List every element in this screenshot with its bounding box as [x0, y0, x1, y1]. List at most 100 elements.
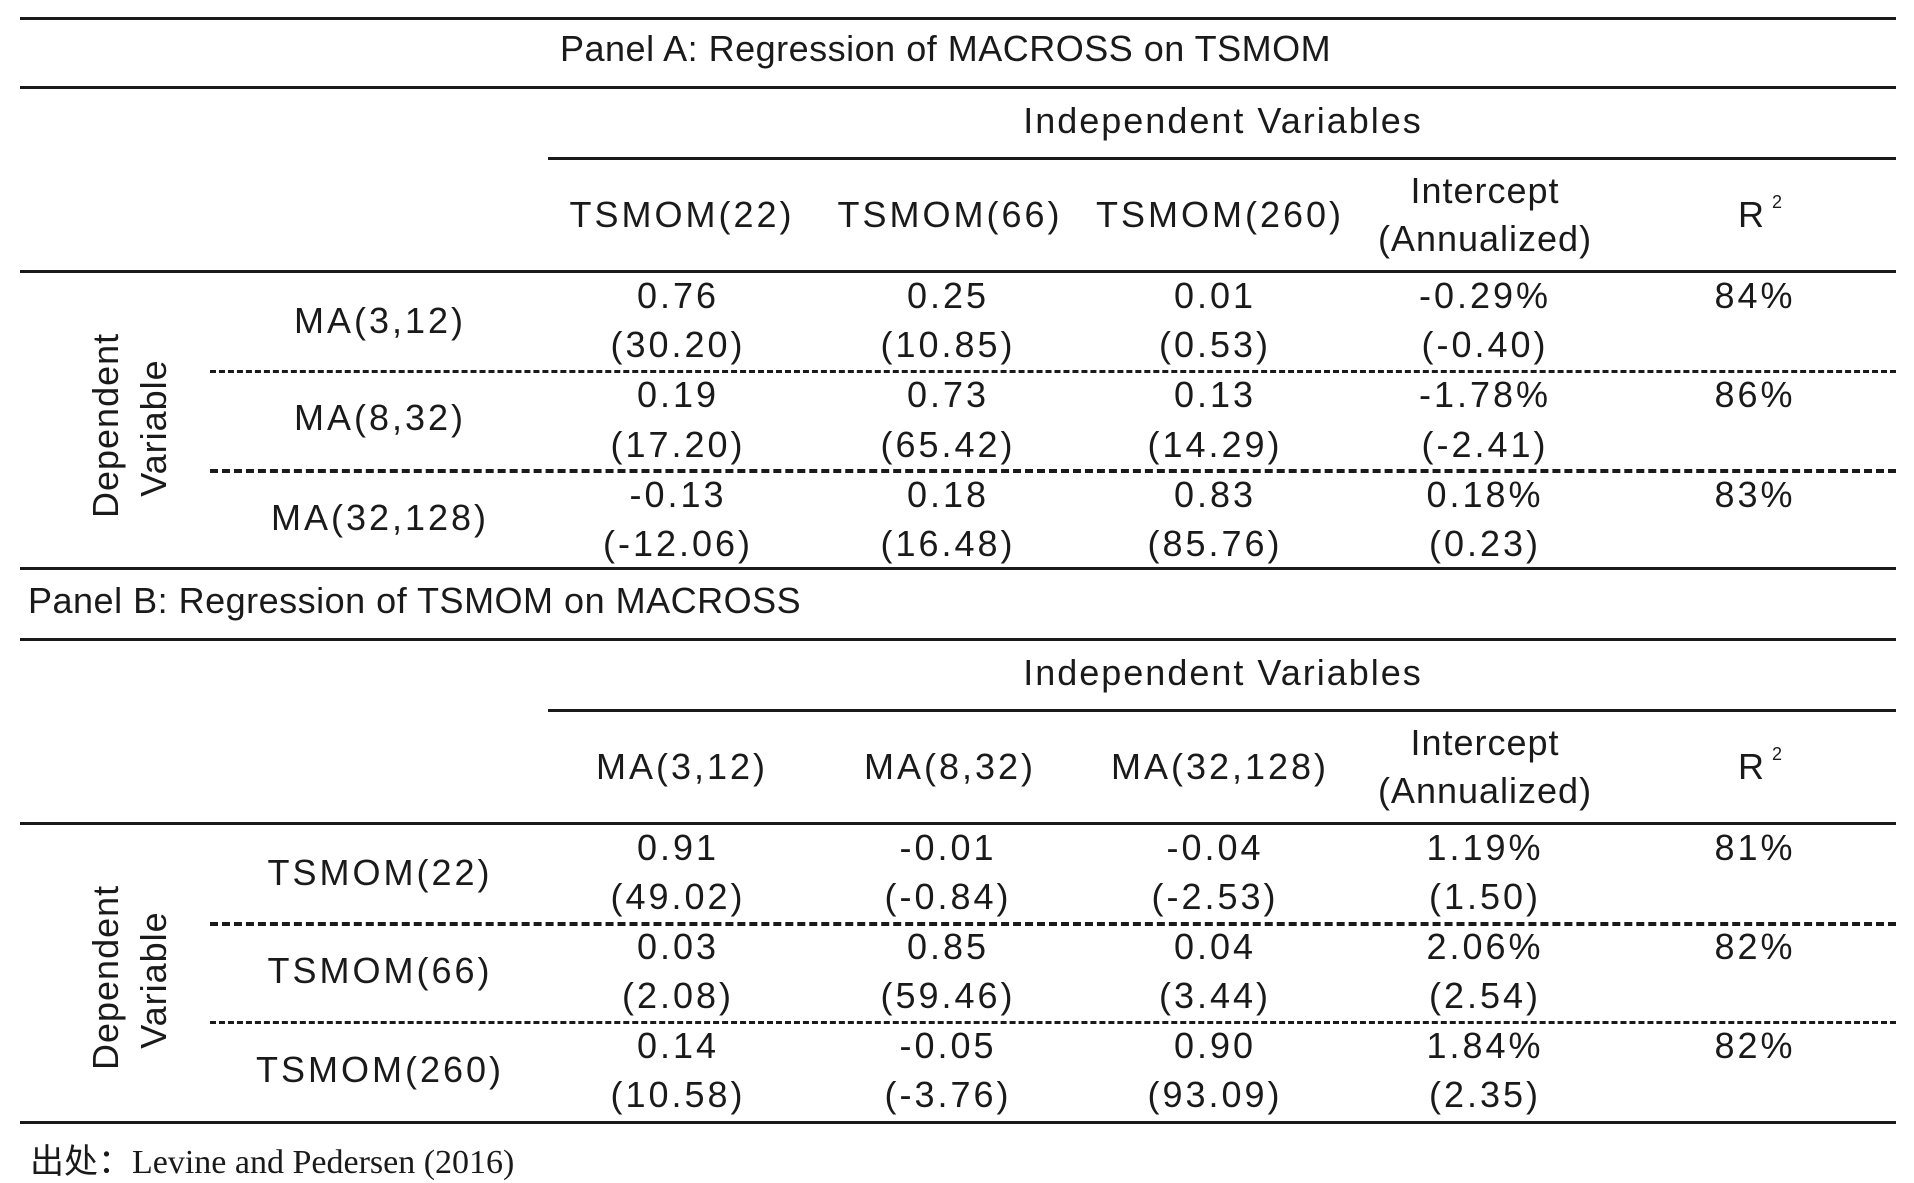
panel-b-r1-coef-3: -0.04	[1166, 827, 1264, 868]
r2-label: R	[1737, 746, 1766, 787]
panel-b-r3-r2: 82%	[1714, 1025, 1796, 1066]
panel-b-col-2: MA(8,32)	[863, 746, 1037, 787]
panel-a-r3-tstat-1: (-12.06)	[602, 523, 754, 564]
panel-b-r2-tstat-intercept: (2.54)	[1428, 975, 1542, 1016]
r2-superscript: 2	[1771, 192, 1782, 212]
panel-b-col-1: MA(3,12)	[595, 746, 769, 787]
panel-b-r2-coef-2: 0.85	[906, 926, 990, 967]
panel-a-col-1: TSMOM(22)	[569, 194, 795, 235]
panel-b-r1-r2: 81%	[1714, 827, 1796, 868]
panel-a-r3-coef-1: -0.13	[629, 474, 727, 515]
panel-a-r2-coef-2: 0.73	[906, 374, 990, 415]
panel-a-title-rule	[20, 86, 1896, 89]
dependent-label-line2: Variable	[133, 359, 174, 497]
panel-b-r2-tstat-1: (2.08)	[621, 975, 735, 1016]
panel-b-r1-tstat-2: (-0.84)	[884, 876, 1012, 917]
panel-b-intercept-line1: Intercept	[1410, 722, 1560, 763]
panel-b-row-separator-2	[210, 1021, 1896, 1024]
panel-b-r2-r2: 82%	[1714, 926, 1796, 967]
panel-a-r3-coef-3: 0.83	[1173, 474, 1257, 515]
panel-a-r1-coef-3: 0.01	[1173, 275, 1257, 316]
panel-a-top-rule	[20, 17, 1896, 20]
panel-a-r2-tstat-1: (17.20)	[610, 424, 746, 465]
panel-a-independent-rule	[548, 157, 1896, 160]
panel-b-row-2-label: TSMOM(66)	[267, 950, 493, 991]
panel-a-r1-tstat-1: (30.20)	[610, 324, 746, 365]
panel-b-r2-intercept: 2.06%	[1426, 926, 1544, 967]
panel-b-r1-tstat-intercept: (1.50)	[1428, 876, 1542, 917]
panel-a-title: Panel A: Regression of MACROSS on TSMOM	[560, 28, 1332, 69]
panel-b-r2-tstat-3: (3.44)	[1158, 975, 1272, 1016]
panel-b-r1-intercept: 1.19%	[1426, 827, 1544, 868]
panel-b-header-rule	[20, 822, 1896, 825]
panel-a-r2-tstat-3: (14.29)	[1147, 424, 1283, 465]
panel-a-r3-tstat-3: (85.76)	[1147, 523, 1283, 564]
panel-a-r1-tstat-3: (0.53)	[1158, 324, 1272, 365]
panel-a-r3-intercept: 0.18%	[1426, 474, 1544, 515]
panel-b-row-1-label: TSMOM(22)	[267, 852, 493, 893]
panel-a-r1-coef-1: 0.76	[636, 275, 720, 316]
panel-b-r3-tstat-2: (-3.76)	[884, 1074, 1012, 1115]
panel-b-title: Panel B: Regression of TSMOM on MACROSS	[28, 580, 802, 621]
panel-a-r2-tstat-intercept: (-2.41)	[1421, 424, 1549, 465]
panel-b-r3-coef-2: -0.05	[899, 1025, 997, 1066]
panel-a-bottom-rule	[20, 567, 1896, 570]
panel-a-r1-coef-2: 0.25	[906, 275, 990, 316]
panel-a-r1-tstat-2: (10.85)	[880, 324, 1016, 365]
panel-b-r3-coef-1: 0.14	[636, 1025, 720, 1066]
dependent-label-line1: Dependent	[85, 884, 126, 1070]
panel-a-row-separator-1	[210, 370, 1896, 373]
panel-a-r1-r2: 84%	[1714, 275, 1796, 316]
panel-a-r2-r2: 86%	[1714, 374, 1796, 415]
panel-b-r1-coef-1: 0.91	[636, 827, 720, 868]
panel-a-independent-label: Independent Variables	[1023, 100, 1423, 141]
panel-a-r1-tstat-intercept: (-0.40)	[1421, 324, 1549, 365]
panel-b-r3-intercept: 1.84%	[1426, 1025, 1544, 1066]
panel-a-r3-tstat-2: (16.48)	[880, 523, 1016, 564]
r2-superscript: 2	[1771, 744, 1782, 764]
panel-b-col-3: MA(32,128)	[1110, 746, 1330, 787]
dependent-label-line1: Dependent	[85, 332, 126, 518]
panel-b-row-separator-1	[210, 922, 1896, 926]
panel-b-r1-tstat-3: (-2.53)	[1151, 876, 1279, 917]
panel-b-r3-tstat-intercept: (2.35)	[1428, 1074, 1542, 1115]
panel-b-independent-rule	[548, 709, 1896, 712]
panel-b-r3-tstat-3: (93.09)	[1147, 1074, 1283, 1115]
panel-a-row-3-label: MA(32,128)	[270, 497, 490, 538]
panel-a-col-3: TSMOM(260)	[1095, 194, 1345, 235]
panel-b-title-rule	[20, 638, 1896, 641]
panel-a-r2-tstat-2: (65.42)	[880, 424, 1016, 465]
panel-b-r1-tstat-1: (49.02)	[610, 876, 746, 917]
r2-label: R	[1737, 194, 1766, 235]
dependent-label-line2: Variable	[133, 911, 174, 1049]
panel-a-r3-tstat-intercept: (0.23)	[1428, 523, 1542, 564]
panel-b-r2-coef-3: 0.04	[1173, 926, 1257, 967]
panel-b-row-3-label: TSMOM(260)	[255, 1049, 505, 1090]
panel-b-independent-label: Independent Variables	[1023, 652, 1423, 693]
panel-b-r1-coef-2: -0.01	[899, 827, 997, 868]
panel-a-r1-intercept: -0.29%	[1418, 275, 1552, 316]
panel-a-r3-r2: 83%	[1714, 474, 1796, 515]
panel-b-r2-tstat-2: (59.46)	[880, 975, 1016, 1016]
panel-a-r3-coef-2: 0.18	[906, 474, 990, 515]
panel-a-row-1-label: MA(3,12)	[293, 300, 467, 341]
panel-b-r3-coef-3: 0.90	[1173, 1025, 1257, 1066]
panel-b-dependent-label: Dependent Variable	[82, 884, 178, 1070]
panel-b-bottom-rule	[20, 1121, 1896, 1124]
panel-a-r2-coef-1: 0.19	[636, 374, 720, 415]
panel-a-intercept-line2: (Annualized)	[1377, 218, 1593, 259]
panel-a-header-rule	[20, 270, 1896, 273]
panel-a-r2-coef-3: 0.13	[1173, 374, 1257, 415]
panel-a-row-2-label: MA(8,32)	[293, 397, 467, 438]
panel-a-intercept-line1: Intercept	[1410, 170, 1560, 211]
panel-b-r3-tstat-1: (10.58)	[610, 1074, 746, 1115]
panel-a-r2-intercept: -1.78%	[1418, 374, 1552, 415]
source-note: 出处：Levine and Pedersen (2016)	[30, 1144, 515, 1181]
panel-a-dependent-label: Dependent Variable	[82, 332, 178, 518]
panel-a-col-2: TSMOM(66)	[837, 194, 1063, 235]
panel-a-row-separator-2	[210, 469, 1896, 473]
panel-b-r2-coef-1: 0.03	[636, 926, 720, 967]
panel-b-intercept-line2: (Annualized)	[1377, 770, 1593, 811]
